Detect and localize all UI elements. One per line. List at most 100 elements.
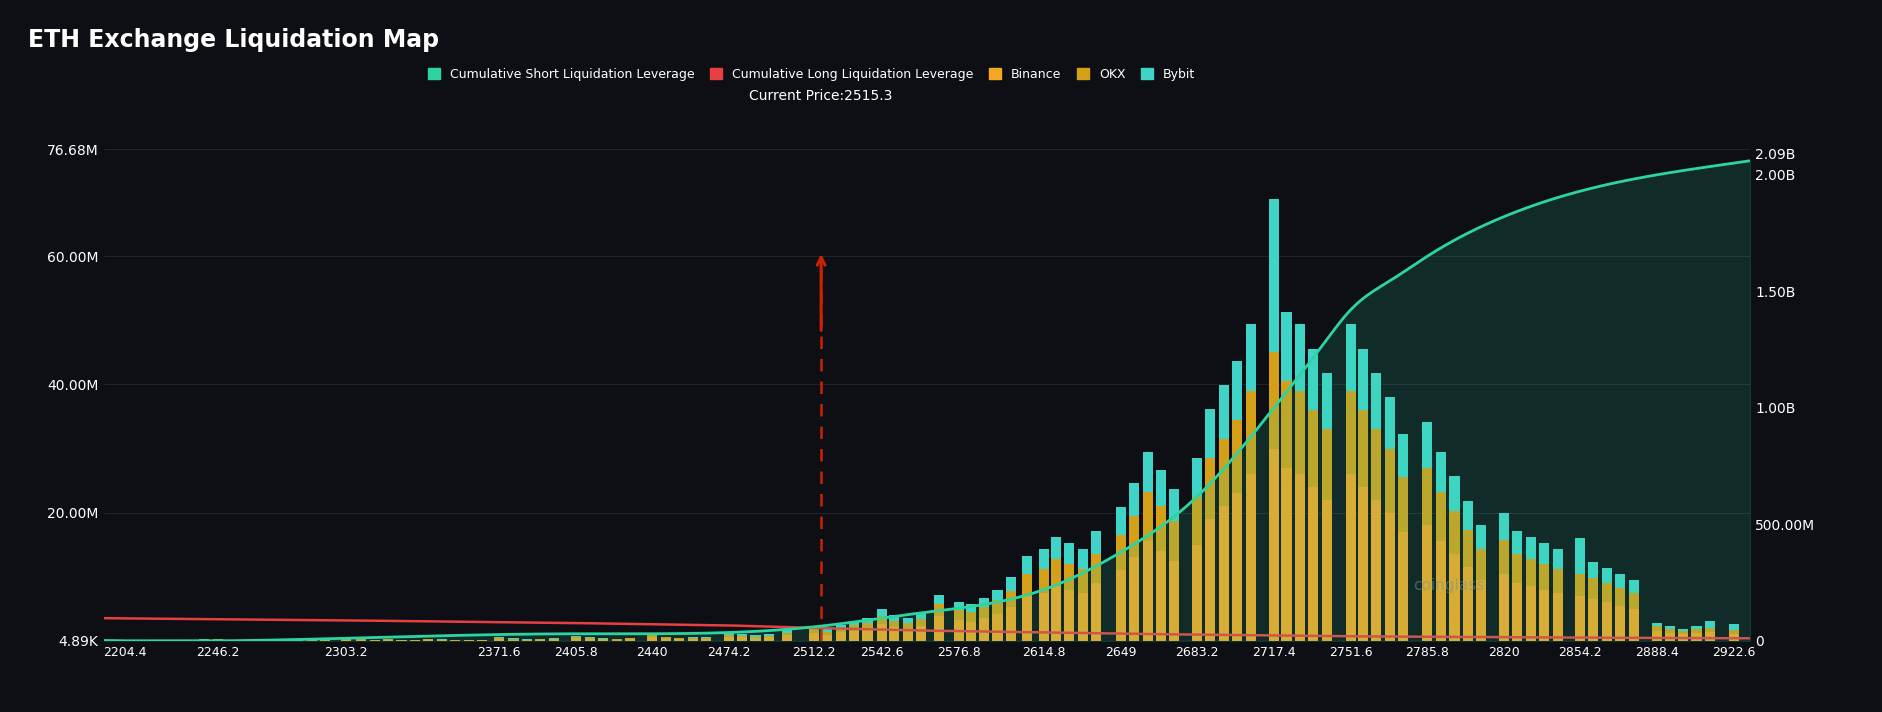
Bar xyxy=(903,618,913,622)
Bar xyxy=(1449,476,1460,511)
Bar xyxy=(1664,626,1675,629)
Bar xyxy=(1282,468,1291,641)
Bar xyxy=(1268,449,1280,641)
Bar xyxy=(1050,538,1061,559)
Bar xyxy=(890,627,900,641)
Bar xyxy=(1129,516,1139,557)
Bar xyxy=(1553,592,1562,641)
Bar xyxy=(1539,590,1549,641)
Bar xyxy=(1575,538,1585,574)
Bar xyxy=(1233,420,1242,493)
Bar xyxy=(1346,391,1355,474)
Legend: Cumulative Short Liquidation Leverage, Cumulative Long Liquidation Leverage, Bin: Cumulative Short Liquidation Leverage, C… xyxy=(423,63,1201,85)
Bar xyxy=(1142,452,1152,492)
Bar xyxy=(280,640,290,641)
Bar xyxy=(1602,567,1611,583)
Bar xyxy=(1050,587,1061,641)
Bar xyxy=(1063,590,1075,641)
Bar xyxy=(965,612,975,622)
Bar xyxy=(384,640,393,641)
Bar xyxy=(890,615,900,621)
Bar xyxy=(1063,543,1075,564)
Bar xyxy=(965,604,975,612)
Bar xyxy=(809,633,819,641)
Bar xyxy=(1398,532,1408,641)
Bar xyxy=(1204,519,1216,641)
Bar xyxy=(1078,592,1088,641)
Bar xyxy=(1169,488,1180,520)
Bar xyxy=(1022,574,1031,596)
Bar xyxy=(1475,580,1487,641)
Bar xyxy=(933,617,945,641)
Bar xyxy=(822,629,832,632)
Bar xyxy=(1385,513,1395,641)
Bar xyxy=(1436,542,1445,641)
Bar xyxy=(1129,557,1139,641)
Bar xyxy=(1204,459,1216,519)
Bar xyxy=(1730,634,1739,641)
Bar xyxy=(751,635,760,637)
Bar xyxy=(781,631,792,633)
Bar xyxy=(1295,391,1304,474)
Bar xyxy=(1092,531,1101,555)
Bar xyxy=(495,639,504,641)
Bar xyxy=(1513,555,1523,583)
Bar xyxy=(1498,513,1509,540)
Bar xyxy=(585,638,595,639)
Bar xyxy=(862,622,873,629)
Bar xyxy=(781,635,792,641)
Bar xyxy=(836,628,845,632)
Bar xyxy=(1005,577,1016,591)
Bar xyxy=(1575,596,1585,641)
Bar xyxy=(903,622,913,629)
Bar xyxy=(1498,574,1509,641)
Bar xyxy=(764,637,774,641)
Bar xyxy=(1705,632,1715,641)
Bar xyxy=(751,637,760,638)
Bar xyxy=(1039,569,1048,592)
Bar xyxy=(1462,530,1474,567)
Bar xyxy=(1498,540,1509,574)
Bar xyxy=(570,637,582,638)
Bar xyxy=(781,633,792,635)
Bar xyxy=(738,637,747,641)
Bar xyxy=(1092,583,1101,641)
Bar xyxy=(1116,570,1125,641)
Bar xyxy=(1553,569,1562,592)
Bar xyxy=(877,616,886,624)
Bar xyxy=(1615,588,1626,605)
Bar xyxy=(1588,578,1598,600)
Bar xyxy=(764,636,774,637)
Bar xyxy=(661,639,670,641)
Bar xyxy=(725,633,734,634)
Bar xyxy=(702,639,711,641)
Bar xyxy=(954,602,964,610)
Bar xyxy=(1156,506,1167,551)
Bar xyxy=(1475,525,1487,550)
Bar xyxy=(1398,478,1408,532)
Bar xyxy=(1282,382,1291,468)
Bar xyxy=(1282,312,1291,382)
Bar xyxy=(1156,471,1167,506)
Bar xyxy=(341,639,350,641)
Bar xyxy=(809,629,819,633)
Bar xyxy=(849,625,858,631)
Bar xyxy=(1628,592,1639,609)
Bar xyxy=(836,625,845,628)
Bar xyxy=(585,639,595,641)
Bar xyxy=(199,640,209,641)
Bar xyxy=(809,626,819,629)
Bar xyxy=(862,618,873,622)
Bar xyxy=(877,609,886,616)
Text: ETH Exchange Liquidation Map: ETH Exchange Liquidation Map xyxy=(28,28,439,53)
Bar xyxy=(1005,607,1016,641)
Bar xyxy=(1357,349,1368,410)
Bar xyxy=(992,614,1003,641)
Bar xyxy=(1357,487,1368,641)
Bar xyxy=(1462,501,1474,530)
Bar xyxy=(1063,564,1075,590)
Bar xyxy=(992,590,1003,600)
Bar xyxy=(1295,474,1304,641)
Bar xyxy=(877,624,886,641)
Bar xyxy=(738,634,747,636)
